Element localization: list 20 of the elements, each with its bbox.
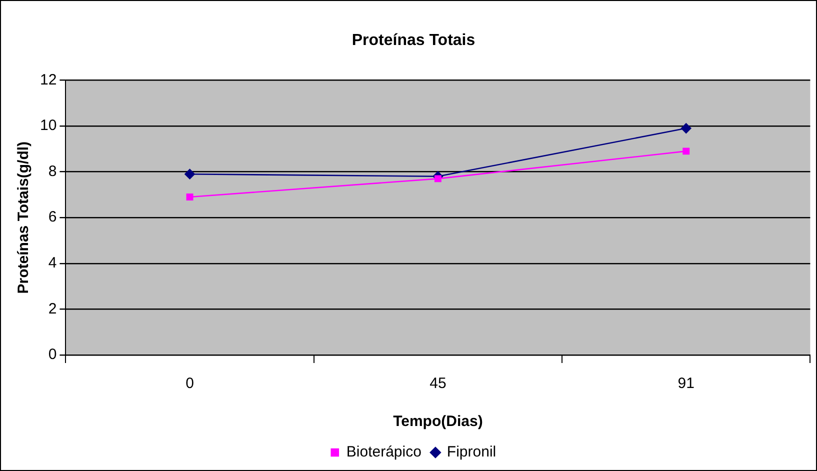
x-tick-label: 91 — [678, 375, 694, 392]
y-tick-label: 12 — [40, 71, 57, 88]
y-tick-label: 6 — [48, 208, 57, 226]
y-tick-label: 0 — [48, 346, 57, 364]
x-tick-label: 0 — [186, 375, 194, 392]
point — [682, 148, 690, 155]
x-tick-label: 45 — [430, 375, 446, 392]
point — [434, 175, 442, 182]
y-tick-label: 2 — [48, 300, 57, 318]
point — [680, 123, 692, 134]
y-tick-label: 10 — [40, 117, 57, 134]
x-axis-title: Tempo(Dias) — [393, 413, 483, 430]
legend-label: Bioterápico — [346, 444, 422, 461]
y-tick-label: 4 — [48, 254, 57, 272]
point — [186, 194, 194, 200]
y-axis-title: Proteínas Totais(g/dl) — [15, 141, 32, 294]
point — [184, 168, 195, 180]
chart-title: Proteínas Totais — [352, 32, 476, 50]
legend-label: Fipronil — [446, 444, 496, 461]
y-tick-label: 8 — [48, 162, 57, 180]
